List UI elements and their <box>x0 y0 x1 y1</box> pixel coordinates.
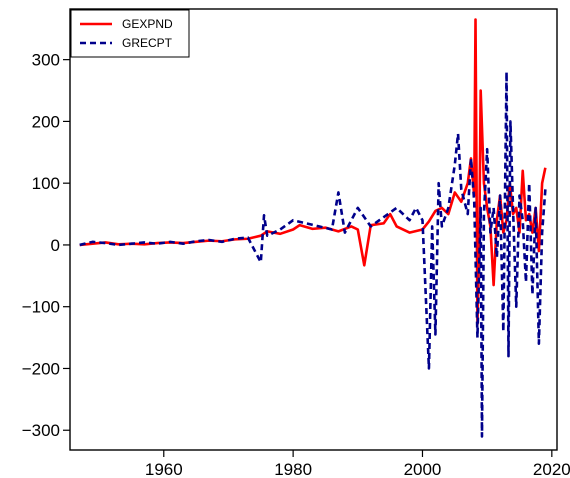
y-tick-label: −200 <box>22 359 60 378</box>
y-tick-label: 300 <box>32 51 60 70</box>
x-axis: 1960 1980 2000 2020 <box>145 450 570 478</box>
y-tick-label: 200 <box>32 112 60 131</box>
series-line-gexpnd <box>79 18 547 326</box>
series-line-grecpt <box>79 70 547 438</box>
plot-area-frame <box>69 8 558 451</box>
y-tick-label: −100 <box>22 298 60 317</box>
series-layer <box>79 18 547 438</box>
legend-label-grecpt: GRECPT <box>122 36 173 50</box>
x-tick-label: 2020 <box>533 460 570 478</box>
y-tick-label: 100 <box>32 174 60 193</box>
legend-label-gexpnd: GEXPND <box>122 17 173 31</box>
legend-box <box>70 9 190 58</box>
x-tick-label: 1960 <box>145 460 183 478</box>
legend: GEXPND GRECPT <box>70 9 190 58</box>
y-tick-label: 0 <box>51 236 60 255</box>
x-tick-label: 2000 <box>404 460 442 478</box>
x-tick-label: 1980 <box>274 460 312 478</box>
y-tick-label: −300 <box>22 421 60 440</box>
y-axis: 300 200 100 0 −100 −200 −300 <box>22 51 70 440</box>
